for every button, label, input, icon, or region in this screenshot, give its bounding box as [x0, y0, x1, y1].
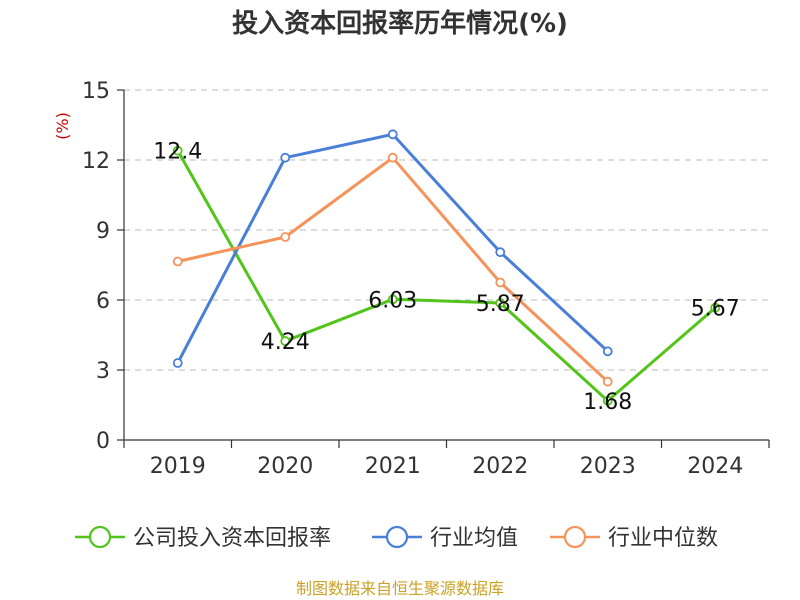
- company-roic-point: [387, 294, 398, 305]
- legend-label: 公司投入资本回报率: [133, 526, 331, 551]
- data-label: 6.03: [368, 288, 417, 313]
- y-axis-unit: (%): [53, 112, 72, 140]
- industry-average-point: [280, 152, 291, 163]
- legend-marker-icon: [385, 525, 409, 549]
- legend-label: 行业均值: [430, 526, 518, 551]
- data-label: 4.24: [261, 330, 310, 355]
- industry-average-point: [602, 346, 613, 357]
- industry-median-point: [387, 152, 398, 163]
- data-label: 5.67: [691, 297, 740, 322]
- data-label: 5.87: [476, 292, 525, 317]
- y-tick-label: 15: [82, 79, 110, 104]
- industry-median-point: [172, 256, 183, 267]
- industry-average-point: [495, 247, 506, 258]
- data-labels: 12.4 4.24 6.03 5.87 1.68 5.67: [153, 140, 739, 415]
- x-tick-label: 2024: [687, 454, 743, 479]
- company-roic-line: [176, 149, 717, 403]
- grid-lines: [124, 89, 769, 371]
- source-note: 制图数据来自恒生聚源数据库: [296, 579, 504, 598]
- legend-marker-icon: [88, 525, 112, 549]
- x-tick-label: 2023: [580, 454, 636, 479]
- industry-average-point: [387, 129, 398, 140]
- company-roic-point: [710, 302, 721, 313]
- data-points: [172, 129, 721, 406]
- industry-average-point: [172, 358, 183, 368]
- company-roic-point: [280, 336, 291, 346]
- y-tick-label: 0: [96, 429, 110, 454]
- company-roic-point: [172, 145, 183, 156]
- y-tick-label: 6: [96, 289, 110, 314]
- legend: 公司投入资本回报率 行业均值 行业中位数: [75, 525, 718, 551]
- x-tick-label: 2019: [150, 454, 206, 479]
- legend-label: 行业中位数: [608, 526, 718, 551]
- x-tick-label: 2020: [257, 454, 313, 479]
- y-tick-label: 12: [82, 149, 110, 174]
- industry-average-line: [176, 132, 609, 364]
- chart-title: 投入资本回报率历年情况(%): [232, 8, 568, 39]
- x-tick-label: 2022: [472, 454, 528, 479]
- axes: 0 3 6 9 12 15 2019 2020 2021 2022 2023 2024: [82, 79, 770, 479]
- data-label: 12.4: [153, 140, 202, 165]
- industry-median-point: [602, 376, 613, 387]
- industry-median-line: [177, 156, 609, 383]
- industry-median-point: [495, 277, 506, 288]
- y-tick-label: 3: [96, 359, 110, 384]
- x-tick-label: 2021: [365, 454, 421, 479]
- legend-marker-icon: [563, 525, 587, 549]
- data-label: 1.68: [583, 390, 632, 415]
- company-roic-point: [602, 395, 613, 406]
- series-lines: [176, 132, 717, 403]
- company-roic-point: [495, 298, 506, 308]
- industry-median-point: [280, 232, 291, 242]
- y-tick-label: 9: [96, 219, 110, 244]
